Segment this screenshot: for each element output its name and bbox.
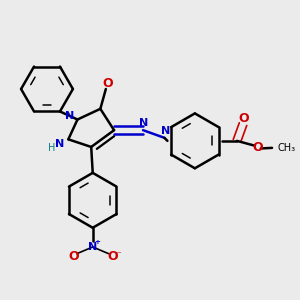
Text: +: + (94, 238, 100, 244)
Text: O: O (239, 112, 249, 125)
Text: N: N (65, 111, 74, 121)
Text: N: N (161, 126, 170, 136)
Text: O: O (102, 77, 113, 90)
Text: N: N (55, 139, 64, 149)
Text: N: N (139, 118, 148, 128)
Text: N: N (88, 242, 98, 252)
Text: H: H (48, 143, 55, 153)
Text: ⁻: ⁻ (116, 250, 121, 260)
Text: O: O (107, 250, 118, 263)
Text: O: O (252, 141, 263, 154)
Text: O: O (68, 250, 79, 263)
Text: CH₃: CH₃ (278, 143, 296, 153)
